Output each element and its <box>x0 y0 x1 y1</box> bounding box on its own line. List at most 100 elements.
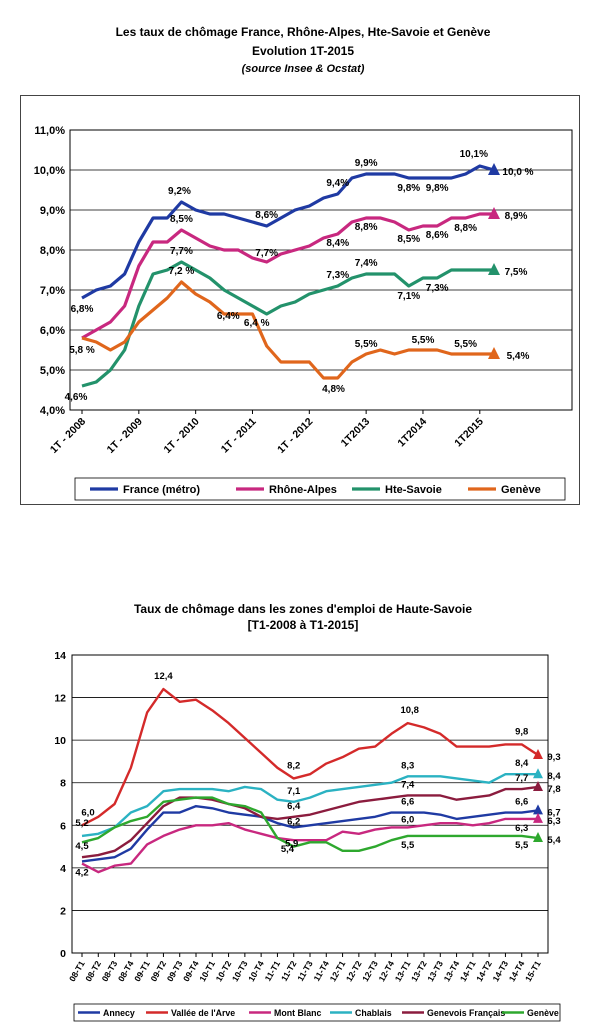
chart1-xtick-label: 1T - 2011 <box>219 416 259 456</box>
chart2-series-marker-4 <box>533 780 543 791</box>
chart2-xtick-label: 10-T4 <box>246 959 266 983</box>
chart1-legend-label-0: France (métro) <box>123 484 200 496</box>
chart2-ytick-label: 12 <box>54 693 66 705</box>
chart1-xtick-label: 1T - 2010 <box>162 416 202 456</box>
chart2-ytick-label: 10 <box>54 735 66 747</box>
chart2-data-label: 6,6 <box>515 797 528 808</box>
chart1-data-label: 10,0 % <box>502 167 533 178</box>
chart1-data-label: 9,9% <box>355 158 378 169</box>
chart2-xtick-label: 15-T1 <box>523 959 543 983</box>
chart2-series-marker-1 <box>533 749 543 760</box>
chart1-data-label: 5,8 % <box>69 345 95 356</box>
chart2-data-label: 9,3 <box>547 752 560 763</box>
chart1-series-marker-0 <box>488 163 500 175</box>
chart1-ytick-label: 5,0% <box>40 365 65 377</box>
chart1-xtick-label: 1T - 2008 <box>48 416 88 456</box>
chart1-series-line-2 <box>81 260 494 388</box>
chart2-data-label: 5,2 <box>75 818 88 829</box>
chart1-series-marker-2 <box>488 263 500 275</box>
chart1-data-label: 7,4% <box>355 258 378 269</box>
chart2-data-label: 5,5 <box>515 840 529 851</box>
chart1-ytick-label: 8,0% <box>40 245 65 257</box>
chart2-data-label: 6,2 <box>287 816 300 827</box>
chart1-data-label: 9,2% <box>168 186 191 197</box>
chart2-ytick-label: 14 <box>54 650 66 662</box>
chart1-ytick-label: 7,0% <box>40 285 65 297</box>
chart2-data-label: 5,4 <box>281 844 295 855</box>
chart1-series-marker-1 <box>488 207 500 219</box>
chart1-source: (source Insee & Ocstat) <box>241 63 365 75</box>
chart2-legend-label-3: Chablais <box>355 1008 392 1018</box>
chart1-ytick-label: 11,0% <box>34 125 65 137</box>
chart2-data-label: 6,7 <box>547 807 560 818</box>
chart2-series-line-0 <box>81 804 539 863</box>
chart2-ytick-label: 0 <box>60 948 66 960</box>
chart1-data-label: 8,5% <box>170 214 193 225</box>
chart1-data-label: 9,4% <box>326 178 349 189</box>
chart1-data-label: 8,4% <box>326 238 349 249</box>
chart2-data-label: 4,2 <box>75 868 88 879</box>
chart2-legend-label-4: Genevois Français <box>427 1008 505 1018</box>
chart2-data-label: 8,4 <box>547 771 561 782</box>
chart2-series-marker-3 <box>533 768 543 779</box>
chart1-frame <box>20 95 580 505</box>
chart1-data-label: 7,7% <box>255 248 278 259</box>
chart1-legend-label-1: Rhône-Alpes <box>269 484 337 496</box>
chart1-data-label: 8,6% <box>426 230 449 241</box>
chart1-xtick-label: 1T - 2009 <box>105 416 145 456</box>
chart2-series-line-5 <box>81 796 539 853</box>
chart1-data-label: 5,4% <box>507 351 530 362</box>
chart1-data-label: 7,3% <box>326 270 349 281</box>
chart1-xtick-label: 1T2013 <box>339 416 373 450</box>
chart2-ytick-label: 4 <box>60 863 66 875</box>
chart2-data-label: 6,6 <box>401 797 414 808</box>
chart1-data-label: 4,6% <box>65 392 88 403</box>
chart2-series-line-4 <box>81 785 539 859</box>
chart1-ytick-label: 6,0% <box>40 325 65 337</box>
chart1-data-label: 5,5% <box>454 339 477 350</box>
chart1-ytick-label: 10,0% <box>34 165 65 177</box>
chart1-data-label: 9,8% <box>397 183 420 194</box>
chart2-data-label: 5,5 <box>401 840 415 851</box>
chart2-subtitle: [T1-2008 à T1-2015] <box>247 618 359 632</box>
chart1-data-label: 7,3% <box>426 283 449 294</box>
chart2-legend-label-5: Genève <box>527 1008 559 1018</box>
chart2-data-label: 7,8 <box>547 784 560 795</box>
chart2-data-label: 7,7 <box>515 773 528 784</box>
chart2-series-line-2 <box>81 817 538 874</box>
chart1-data-label: 7,7% <box>170 246 193 257</box>
chart1-legend-label-3: Genève <box>501 484 541 496</box>
chart1-xtick-label: 1T - 2012 <box>275 416 315 456</box>
chart1-data-label: 7,2 % <box>169 266 195 277</box>
chart2-data-label: 8,3 <box>401 760 414 771</box>
chart1-data-label: 8,9% <box>505 211 528 222</box>
chart2-data-label: 6,3 <box>547 816 560 827</box>
chart1-data-label: 8,8% <box>454 223 477 234</box>
chart2-series-marker-2 <box>533 812 543 823</box>
chart2-ytick-label: 6 <box>60 820 66 832</box>
chart2-legend-box <box>73 1003 561 1022</box>
chart2-ytick-label: 8 <box>60 778 66 790</box>
chart1-data-label: 4,8% <box>322 384 345 395</box>
chart2-data-label: 7,4 <box>401 779 415 790</box>
chart2-data-label: 12,4 <box>154 671 173 682</box>
chart1-legend-label-2: Hte-Savoie <box>385 484 442 496</box>
chart2-data-label: 4,5 <box>75 841 89 852</box>
chart1-xtick-label: 1T2015 <box>452 416 486 450</box>
chart1-series-line-0 <box>81 164 495 300</box>
chart2-plot-area <box>71 654 549 954</box>
chart1-data-label: 9,8% <box>426 183 449 194</box>
chart2-data-label: 9,8 <box>515 726 528 737</box>
chart2-title: Taux de chômage dans les zones d'emploi … <box>133 602 473 616</box>
chart2-legend-label-2: Mont Blanc <box>274 1008 322 1018</box>
chart2-data-label: 6,0 <box>81 807 94 818</box>
chart1-data-label: 8,8% <box>355 222 378 233</box>
chart2-data-label: 5,9 <box>285 839 298 850</box>
chart2-legend-label-0: Annecy <box>103 1008 135 1018</box>
chart2-data-label: 8,2 <box>287 760 300 771</box>
chart2-xtick-label: 11-T2 <box>279 959 299 983</box>
chart1-legend-box <box>74 477 566 501</box>
chart2-series-line-3 <box>81 773 538 838</box>
chart1-data-label: 6,4% <box>217 311 240 322</box>
